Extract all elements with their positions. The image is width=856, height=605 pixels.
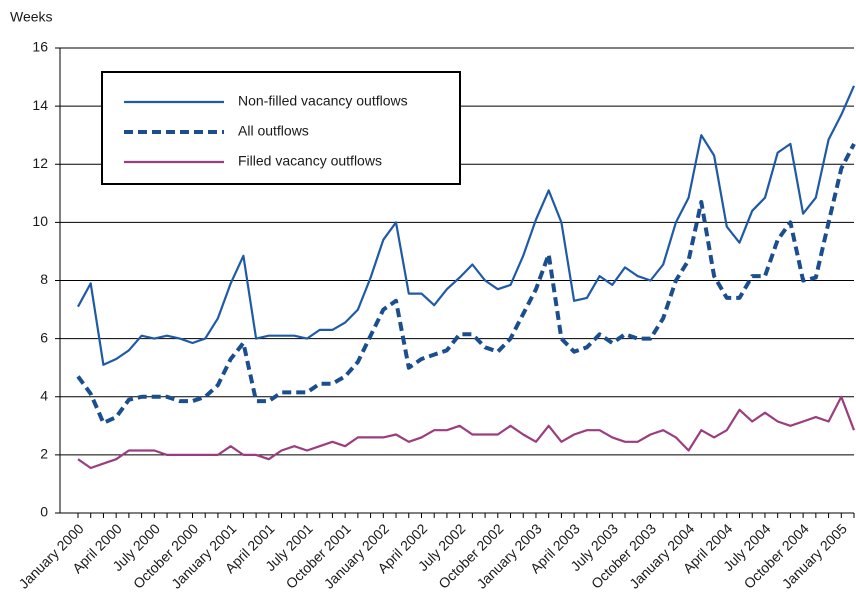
line-series [77, 395, 856, 470]
line-series [76, 142, 856, 425]
y-tick-label: 4 [40, 387, 48, 403]
y-tick-label: 10 [32, 213, 48, 229]
line-series [77, 85, 856, 366]
y-tick-label: 8 [40, 271, 48, 287]
legend: Non-filled vacancy outflows All outflows F… [101, 71, 461, 185]
legend-label: Filled vacancy outflows [238, 153, 382, 169]
y-tick-label: 14 [32, 97, 48, 113]
y-tick-label: 12 [32, 155, 48, 171]
legend-box [101, 71, 461, 185]
y-tick-label: 16 [32, 39, 48, 55]
legend-label: Non-filled vacancy outflows [238, 93, 408, 109]
legend-label: All outflows [238, 123, 309, 139]
y-axis-label: Weeks [10, 9, 53, 25]
x-tick-label: January 2000 [15, 520, 86, 591]
y-tick-label: 2 [40, 446, 48, 462]
y-tick-label: 6 [40, 329, 48, 345]
y-tick-label: 0 [40, 504, 48, 520]
